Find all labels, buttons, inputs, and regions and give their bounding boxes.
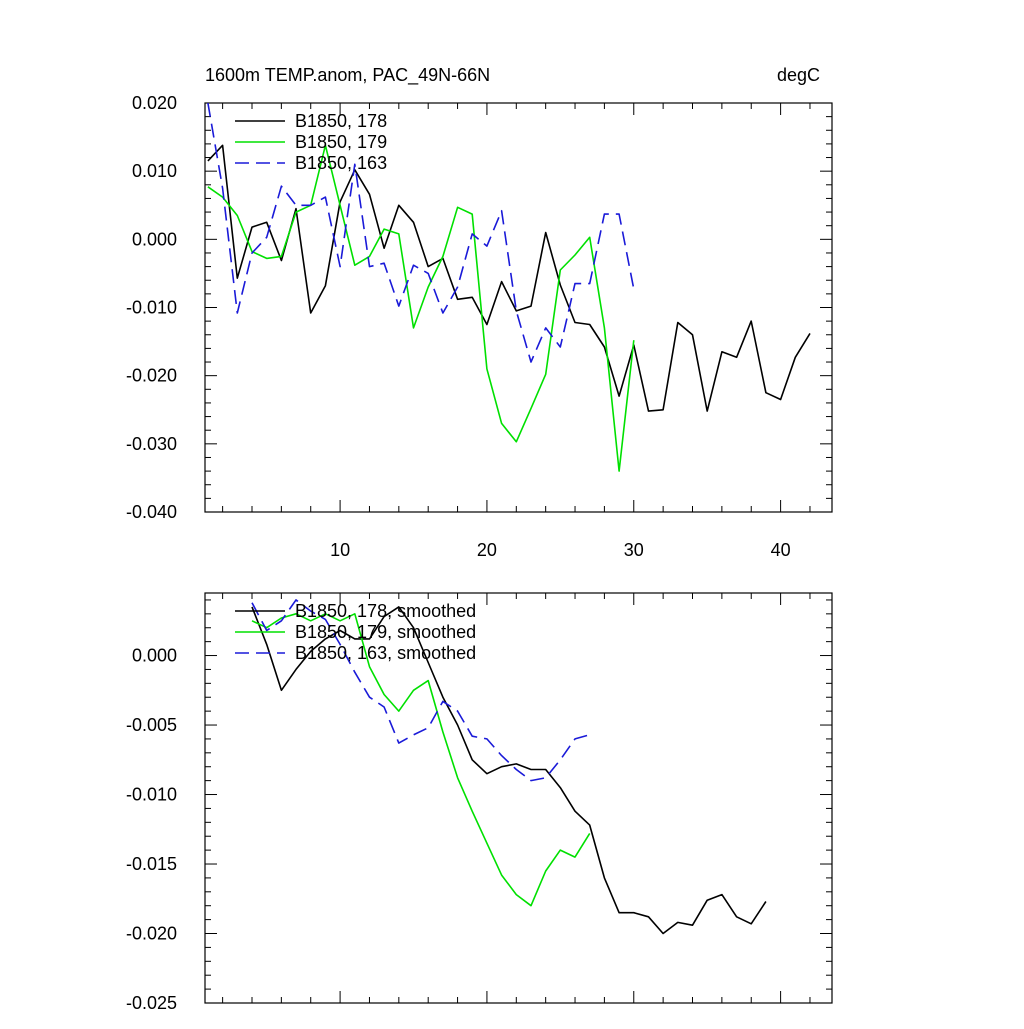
x-tick-label: 20 [477, 540, 497, 560]
legend-label-3: B1850, 163, smoothed [295, 643, 476, 663]
series-line-3 [207, 103, 635, 363]
y-tick-label: -0.010 [126, 298, 177, 318]
y-tick-label: -0.015 [126, 854, 177, 874]
series-group [251, 599, 767, 935]
y-tick-label: 0.000 [132, 646, 177, 666]
series-line-2 [207, 144, 635, 472]
y-tick-label: 0.020 [132, 93, 177, 113]
legend-label-2: B1850, 179, smoothed [295, 622, 476, 642]
y-tick-label: -0.010 [126, 785, 177, 805]
bottom-panel: -0.025 -0.020 -0.015 -0.010 -0.005 0.000 B1850… [126, 592, 833, 1013]
y-tick-label: -0.020 [126, 366, 177, 386]
x-tick-label: 40 [771, 540, 791, 560]
legend-label-1: B1850, 178 [295, 111, 387, 131]
legend-label-1: B1850, 178, smoothed [295, 601, 476, 621]
y-tick-label: -0.030 [126, 434, 177, 454]
series-line-3 [251, 599, 590, 782]
y-tick-label: -0.020 [126, 924, 177, 944]
y-tick-label: -0.005 [126, 715, 177, 735]
y-tick-label: -0.025 [126, 993, 177, 1013]
x-tick-label: 10 [330, 540, 350, 560]
series-line-2 [251, 612, 591, 907]
legend-label-2: B1850, 179 [295, 132, 387, 152]
y-tick-label: -0.040 [126, 502, 177, 522]
y-tick-label: 0.010 [132, 161, 177, 181]
series-line-1 [207, 144, 811, 412]
chart-title: 1600m TEMP.anom, PAC_49N-66N [205, 65, 490, 86]
top-panel: 1600m TEMP.anom, PAC_49N-66N degC -0.040 -0… [126, 65, 833, 560]
y-tick-label: 0.000 [132, 229, 177, 249]
x-tick-label: 30 [624, 540, 644, 560]
legend-label-3: B1850, 163 [295, 153, 387, 173]
series-line-1 [251, 606, 767, 935]
series-group [207, 103, 811, 472]
plot-frame [204, 592, 833, 1004]
units-label: degC [777, 65, 820, 85]
